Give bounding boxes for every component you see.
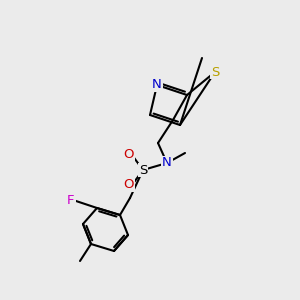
Text: N: N (162, 157, 172, 169)
Text: O: O (124, 178, 134, 191)
Text: S: S (139, 164, 147, 176)
Text: S: S (211, 65, 219, 79)
Text: F: F (67, 194, 75, 206)
Text: O: O (124, 148, 134, 161)
Text: N: N (152, 79, 162, 92)
